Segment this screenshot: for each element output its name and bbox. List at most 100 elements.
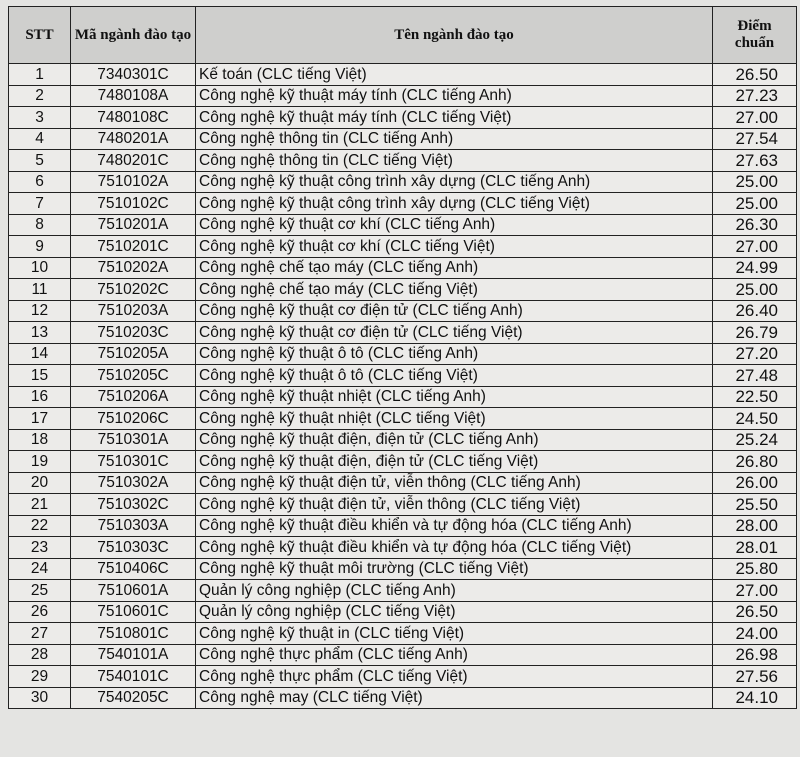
row-code: 7510202C (70, 278, 196, 301)
row-stt: 28 (8, 643, 71, 666)
row-stt: 18 (8, 428, 71, 451)
row-name: Công nghệ kỹ thuật cơ điện tử (CLC tiếng… (195, 321, 713, 344)
row-name: Quản lý công nghiệp (CLC tiếng Việt) (195, 600, 713, 623)
row-stt: 30 (8, 686, 71, 709)
row-code: 7510206A (70, 385, 196, 408)
row-score: 27.00 (712, 106, 797, 129)
table-row: 16 7510206A Công nghệ kỹ thuật nhiệt (CLC … (8, 385, 797, 408)
table-row: 19 7510301C Công nghệ kỹ thuật điện, điện … (8, 450, 797, 473)
row-code: 7510102A (70, 170, 196, 193)
row-score: 25.24 (712, 428, 797, 451)
row-code: 7510301A (70, 428, 196, 451)
row-name: Công nghệ kỹ thuật công trình xây dựng (… (195, 192, 713, 215)
row-code: 7510601A (70, 579, 196, 602)
row-name: Kế toán (CLC tiếng Việt) (195, 63, 713, 86)
row-score: 25.50 (712, 493, 797, 516)
row-stt: 4 (8, 127, 71, 150)
row-stt: 10 (8, 256, 71, 279)
table-row: 18 7510301A Công nghệ kỹ thuật điện, điện … (8, 428, 797, 451)
row-name: Công nghệ thực phẩm (CLC tiếng Việt) (195, 665, 713, 688)
row-stt: 15 (8, 364, 71, 387)
row-stt: 5 (8, 149, 71, 172)
table-row: 3 7480108C Công nghệ kỹ thuật máy tính (CL… (8, 106, 797, 129)
row-name: Công nghệ kỹ thuật môi trường (CLC tiếng… (195, 557, 713, 580)
row-score: 26.79 (712, 321, 797, 344)
row-stt: 21 (8, 493, 71, 516)
table-row: 4 7480201A Công nghệ thông tin (CLC tiếng … (8, 127, 797, 150)
row-name: Công nghệ may (CLC tiếng Việt) (195, 686, 713, 709)
row-code: 7510301C (70, 450, 196, 473)
row-score: 27.56 (712, 665, 797, 688)
table-row: 13 7510203C Công nghệ kỹ thuật cơ điện tử … (8, 321, 797, 344)
row-stt: 23 (8, 536, 71, 559)
row-code: 7510303C (70, 536, 196, 559)
row-code: 7510202A (70, 256, 196, 279)
row-stt: 7 (8, 192, 71, 215)
row-stt: 19 (8, 450, 71, 473)
table-row: 29 7540101C Công nghệ thực phẩm (CLC tiếng… (8, 665, 797, 688)
row-name: Công nghệ chế tạo máy (CLC tiếng Anh) (195, 256, 713, 279)
row-stt: 22 (8, 514, 71, 537)
row-stt: 3 (8, 106, 71, 129)
row-stt: 11 (8, 278, 71, 301)
row-code: 7540101A (70, 643, 196, 666)
row-code: 7510302A (70, 471, 196, 494)
row-code: 7510302C (70, 493, 196, 516)
table-row: 14 7510205A Công nghệ kỹ thuật ô tô (CLC t… (8, 342, 797, 365)
table-row: 9 7510201C Công nghệ kỹ thuật cơ khí (CLC … (8, 235, 797, 258)
row-score: 28.00 (712, 514, 797, 537)
table-row: 27 7510801C Công nghệ kỹ thuật in (CLC tiế… (8, 622, 797, 645)
row-name: Công nghệ chế tạo máy (CLC tiếng Việt) (195, 278, 713, 301)
table-row: 23 7510303C Công nghệ kỹ thuật điều khiển … (8, 536, 797, 559)
row-score: 26.40 (712, 299, 797, 322)
row-name: Công nghệ kỹ thuật in (CLC tiếng Việt) (195, 622, 713, 645)
row-score: 24.00 (712, 622, 797, 645)
row-stt: 27 (8, 622, 71, 645)
table-row: 7 7510102C Công nghệ kỹ thuật công trình x… (8, 192, 797, 215)
header-row: STT Mã ngành đào tạo Tên ngành đào tạo Đ… (8, 6, 797, 64)
row-code: 7510201C (70, 235, 196, 258)
row-name: Công nghệ kỹ thuật cơ khí (CLC tiếng Anh… (195, 213, 713, 236)
table-row: 26 7510601C Quản lý công nghiệp (CLC tiếng… (8, 600, 797, 623)
row-stt: 14 (8, 342, 71, 365)
admission-scores-table: STT Mã ngành đào tạo Tên ngành đào tạo Đ… (8, 6, 797, 709)
table-row: 8 7510201A Công nghệ kỹ thuật cơ khí (CLC … (8, 213, 797, 236)
table-row: 25 7510601A Quản lý công nghiệp (CLC tiếng… (8, 579, 797, 602)
row-name: Công nghệ kỹ thuật điện, điện tử (CLC ti… (195, 450, 713, 473)
row-code: 7480108A (70, 84, 196, 107)
row-code: 7510205A (70, 342, 196, 365)
row-score: 26.50 (712, 600, 797, 623)
row-code: 7480201C (70, 149, 196, 172)
row-score: 27.63 (712, 149, 797, 172)
row-score: 26.30 (712, 213, 797, 236)
table-row: 11 7510202C Công nghệ chế tạo máy (CLC tiế… (8, 278, 797, 301)
table-row: 17 7510206C Công nghệ kỹ thuật nhiệt (CLC … (8, 407, 797, 430)
row-name: Công nghệ kỹ thuật điện, điện tử (CLC ti… (195, 428, 713, 451)
row-score: 25.00 (712, 192, 797, 215)
row-score: 25.00 (712, 170, 797, 193)
row-code: 7510801C (70, 622, 196, 645)
row-score: 27.00 (712, 235, 797, 258)
row-code: 7510406C (70, 557, 196, 580)
row-score: 25.80 (712, 557, 797, 580)
row-name: Công nghệ kỹ thuật điều khiển và tự động… (195, 536, 713, 559)
row-name: Công nghệ kỹ thuật điện tử, viễn thông (… (195, 493, 713, 516)
row-name: Công nghệ kỹ thuật máy tính (CLC tiếng V… (195, 106, 713, 129)
row-code: 7510203C (70, 321, 196, 344)
row-stt: 17 (8, 407, 71, 430)
row-name: Công nghệ kỹ thuật điện tử, viễn thông (… (195, 471, 713, 494)
table-row: 21 7510302C Công nghệ kỹ thuật điện tử, vi… (8, 493, 797, 516)
row-score: 22.50 (712, 385, 797, 408)
row-score: 27.48 (712, 364, 797, 387)
row-code: 7510203A (70, 299, 196, 322)
row-name: Công nghệ kỹ thuật công trình xây dựng (… (195, 170, 713, 193)
row-score: 27.20 (712, 342, 797, 365)
row-stt: 6 (8, 170, 71, 193)
row-code: 7540101C (70, 665, 196, 688)
header-score: Điểm chuẩn (712, 6, 797, 64)
row-stt: 29 (8, 665, 71, 688)
table-row: 30 7540205C Công nghệ may (CLC tiếng Việt)… (8, 686, 797, 709)
row-name: Công nghệ kỹ thuật cơ khí (CLC tiếng Việ… (195, 235, 713, 258)
table-row: 20 7510302A Công nghệ kỹ thuật điện tử, vi… (8, 471, 797, 494)
row-name: Công nghệ kỹ thuật ô tô (CLC tiếng Anh) (195, 342, 713, 365)
